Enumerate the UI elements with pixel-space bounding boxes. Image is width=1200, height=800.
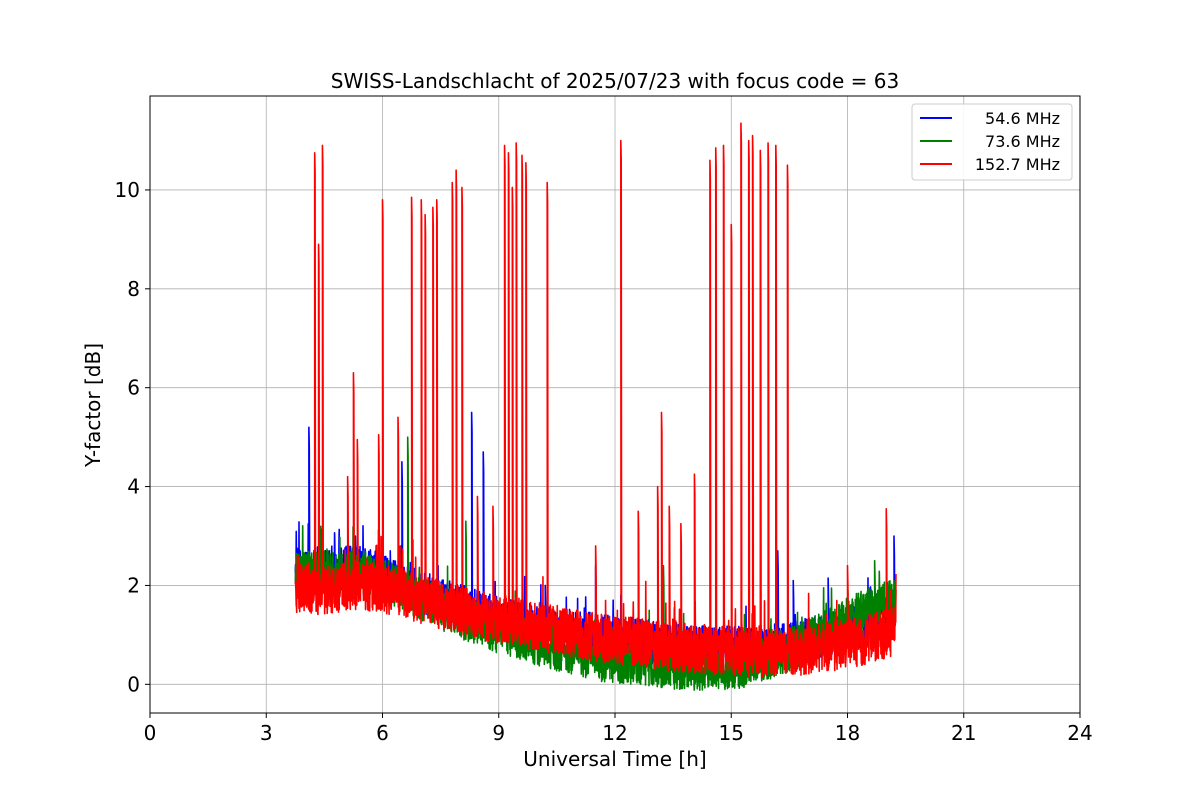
y-tick-label: 10 <box>115 178 140 202</box>
legend-label: 54.6 MHz <box>985 109 1060 128</box>
x-tick-label: 6 <box>376 721 389 745</box>
x-axis-label: Universal Time [h] <box>523 747 706 771</box>
y-tick-label: 4 <box>127 475 140 499</box>
x-tick-label: 18 <box>835 721 860 745</box>
legend-label: 73.6 MHz <box>985 132 1060 151</box>
y-tick-label: 0 <box>127 672 140 696</box>
x-tick-label: 3 <box>260 721 273 745</box>
x-tick-label: 21 <box>951 721 976 745</box>
legend: 54.6 MHz 73.6 MHz 152.7 MHz <box>911 103 1073 181</box>
x-tick-label: 9 <box>492 721 505 745</box>
y-tick-label: 2 <box>127 573 140 597</box>
y-tick-label: 8 <box>127 277 140 301</box>
legend-box <box>911 103 1073 181</box>
y-axis: 0 2 4 6 8 10 <box>115 178 150 696</box>
x-tick-label: 12 <box>602 721 627 745</box>
plot-area <box>294 122 897 691</box>
y-tick-label: 6 <box>127 376 140 400</box>
x-tick-label: 15 <box>719 721 744 745</box>
x-tick-label: 24 <box>1067 721 1092 745</box>
chart-title: SWISS-Landschlacht of 2025/07/23 with fo… <box>331 69 899 93</box>
series-line-2 <box>294 122 897 678</box>
x-axis: 0 3 6 9 12 15 18 21 24 <box>144 713 1093 745</box>
x-tick-label: 0 <box>144 721 157 745</box>
legend-label: 152.7 MHz <box>975 155 1060 174</box>
y-axis-label: Y-factor [dB] <box>81 343 105 468</box>
